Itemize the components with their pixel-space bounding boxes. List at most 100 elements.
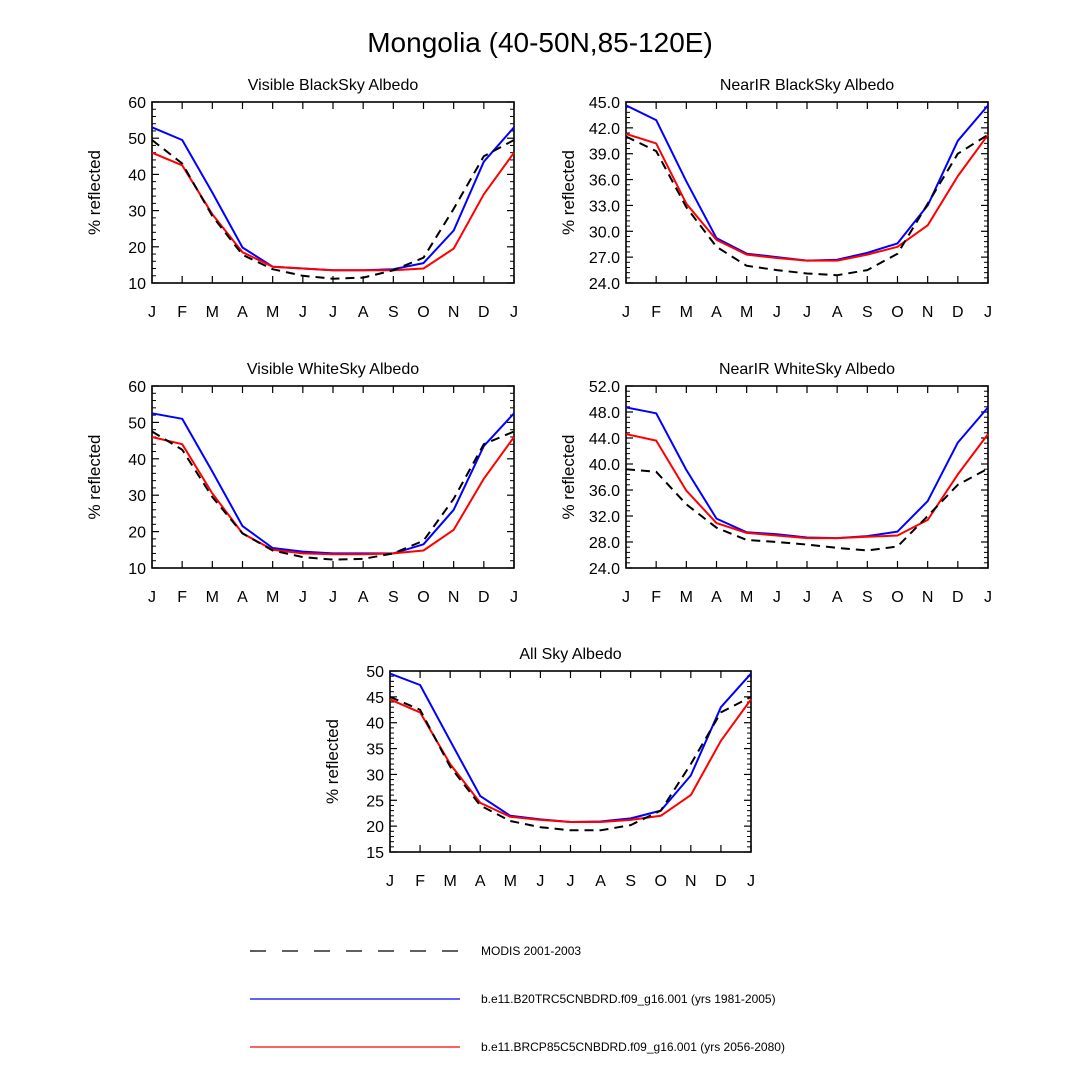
x-tick-label: O bbox=[417, 589, 429, 606]
x-tick-label: M bbox=[680, 304, 693, 321]
x-tick-label: A bbox=[711, 589, 722, 606]
x-tick-label: J bbox=[622, 304, 630, 321]
legend-label: b.e11.BRCP85C5CNBDRD.f09_g16.001 (yrs 20… bbox=[481, 1040, 785, 1054]
series-line bbox=[625, 406, 989, 540]
y-tick-label: 24.0 bbox=[589, 276, 620, 293]
y-tick-label: 60 bbox=[128, 95, 146, 112]
y-tick-label: 60 bbox=[128, 379, 146, 396]
y-tick-label: 52.0 bbox=[589, 379, 620, 396]
y-tick-label: 30 bbox=[128, 204, 146, 221]
x-tick-label: N bbox=[685, 873, 697, 890]
x-tick-label: F bbox=[651, 589, 661, 606]
y-tick-label: 36.0 bbox=[589, 173, 620, 190]
y-axis-label: % reflected bbox=[559, 150, 578, 235]
x-tick-label: N bbox=[922, 304, 934, 321]
series-line bbox=[389, 698, 752, 823]
y-tick-label: 45.0 bbox=[589, 95, 620, 112]
x-tick-label: J bbox=[622, 589, 630, 606]
panel-title: NearIR BlackSky Albedo bbox=[720, 77, 894, 94]
x-tick-label: S bbox=[625, 873, 636, 890]
x-tick-label: N bbox=[922, 589, 934, 606]
x-tick-label: D bbox=[715, 873, 727, 890]
panel-title: NearIR WhiteSky Albedo bbox=[719, 361, 895, 378]
x-tick-label: J bbox=[567, 873, 575, 890]
panel-title: All Sky Albedo bbox=[519, 646, 621, 663]
x-tick-label: J bbox=[510, 589, 518, 606]
panel-title: Visible BlackSky Albedo bbox=[248, 77, 419, 94]
x-tick-label: F bbox=[415, 873, 425, 890]
x-tick-label: M bbox=[266, 589, 279, 606]
x-tick-label: A bbox=[475, 873, 486, 890]
series-line bbox=[625, 433, 989, 540]
x-tick-label: D bbox=[478, 589, 490, 606]
panel-title: Visible WhiteSky Albedo bbox=[247, 361, 419, 378]
x-tick-label: J bbox=[747, 873, 755, 890]
y-tick-label: 50 bbox=[128, 131, 146, 148]
series-line bbox=[151, 436, 515, 556]
x-tick-label: J bbox=[536, 873, 544, 890]
y-tick-label: 10 bbox=[128, 561, 146, 578]
y-tick-label: 10 bbox=[128, 276, 146, 293]
x-tick-label: J bbox=[329, 304, 337, 321]
plot-frame bbox=[625, 385, 989, 569]
x-tick-label: J bbox=[984, 304, 992, 321]
y-tick-label: 50 bbox=[128, 415, 146, 432]
x-tick-label: M bbox=[680, 589, 693, 606]
x-tick-label: S bbox=[388, 589, 399, 606]
x-tick-label: A bbox=[358, 589, 369, 606]
series-line bbox=[389, 695, 752, 832]
x-tick-label: F bbox=[651, 304, 661, 321]
y-axis-label: % reflected bbox=[85, 434, 104, 519]
x-tick-label: D bbox=[952, 304, 964, 321]
x-tick-label: N bbox=[448, 589, 460, 606]
x-tick-label: O bbox=[655, 873, 667, 890]
x-tick-label: A bbox=[237, 589, 248, 606]
y-tick-label: 32.0 bbox=[589, 509, 620, 526]
x-tick-label: S bbox=[388, 304, 399, 321]
legend-label: MODIS 2001-2003 bbox=[481, 944, 581, 958]
y-tick-label: 20 bbox=[366, 819, 384, 836]
x-tick-label: M bbox=[206, 304, 219, 321]
x-tick-label: A bbox=[358, 304, 369, 321]
series-line bbox=[625, 104, 989, 262]
x-tick-label: M bbox=[444, 873, 457, 890]
series-line bbox=[151, 139, 515, 280]
y-axis-label: % reflected bbox=[323, 719, 342, 804]
x-tick-label: J bbox=[299, 589, 307, 606]
y-tick-label: 30.0 bbox=[589, 224, 620, 241]
y-tick-label: 40 bbox=[128, 452, 146, 469]
x-tick-label: A bbox=[832, 589, 843, 606]
y-tick-label: 40 bbox=[128, 167, 146, 184]
x-tick-label: J bbox=[148, 589, 156, 606]
y-tick-label: 27.0 bbox=[589, 250, 620, 267]
series-line bbox=[625, 133, 989, 277]
y-tick-label: 45 bbox=[366, 690, 384, 707]
x-tick-label: M bbox=[266, 304, 279, 321]
y-tick-label: 20 bbox=[128, 525, 146, 542]
y-tick-label: 42.0 bbox=[589, 121, 620, 138]
y-axis-label: % reflected bbox=[559, 434, 578, 519]
y-axis-label: % reflected bbox=[85, 150, 104, 235]
x-tick-label: A bbox=[595, 873, 606, 890]
x-tick-label: S bbox=[862, 304, 873, 321]
y-tick-label: 44.0 bbox=[589, 431, 620, 448]
x-tick-label: M bbox=[206, 589, 219, 606]
x-tick-label: J bbox=[773, 589, 781, 606]
x-tick-label: D bbox=[952, 589, 964, 606]
figure-title: Mongolia (40-50N,85-120E) bbox=[367, 27, 713, 58]
y-tick-label: 15 bbox=[366, 845, 384, 862]
x-tick-label: O bbox=[417, 304, 429, 321]
x-tick-label: J bbox=[329, 589, 337, 606]
y-tick-label: 50 bbox=[366, 664, 384, 681]
y-tick-label: 30 bbox=[366, 767, 384, 784]
series-line bbox=[625, 132, 989, 262]
y-tick-label: 20 bbox=[128, 240, 146, 257]
y-tick-label: 33.0 bbox=[589, 198, 620, 215]
x-tick-label: S bbox=[862, 589, 873, 606]
x-tick-label: M bbox=[740, 304, 753, 321]
